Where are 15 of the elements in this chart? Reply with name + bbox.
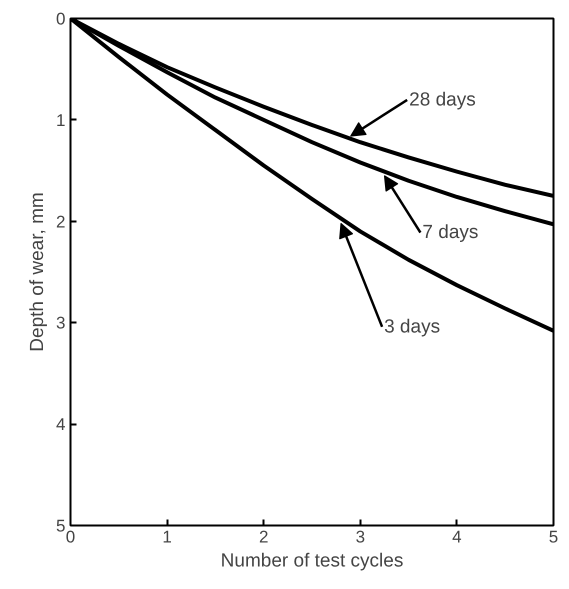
- y-tick-label: 1: [56, 110, 66, 130]
- y-tick-label: 2: [56, 212, 66, 232]
- x-tick-label: 1: [162, 528, 172, 546]
- annotation: 3 days: [384, 316, 440, 338]
- y-tick-label: 0: [56, 10, 66, 28]
- y-axis-title: Depth of wear, mm: [27, 192, 48, 352]
- x-axis-title: Number of test cycles: [220, 550, 404, 572]
- annotation: 28 days: [409, 89, 476, 110]
- x-tick-label: 5: [548, 528, 558, 546]
- x-tick-label: 3: [356, 528, 366, 546]
- y-tick-label: 3: [56, 314, 66, 333]
- x-tick-label: 4: [452, 528, 462, 546]
- x-tick-label: 2: [258, 528, 268, 546]
- y-tick-label: 4: [56, 415, 66, 434]
- annotation: 7 days: [422, 222, 478, 244]
